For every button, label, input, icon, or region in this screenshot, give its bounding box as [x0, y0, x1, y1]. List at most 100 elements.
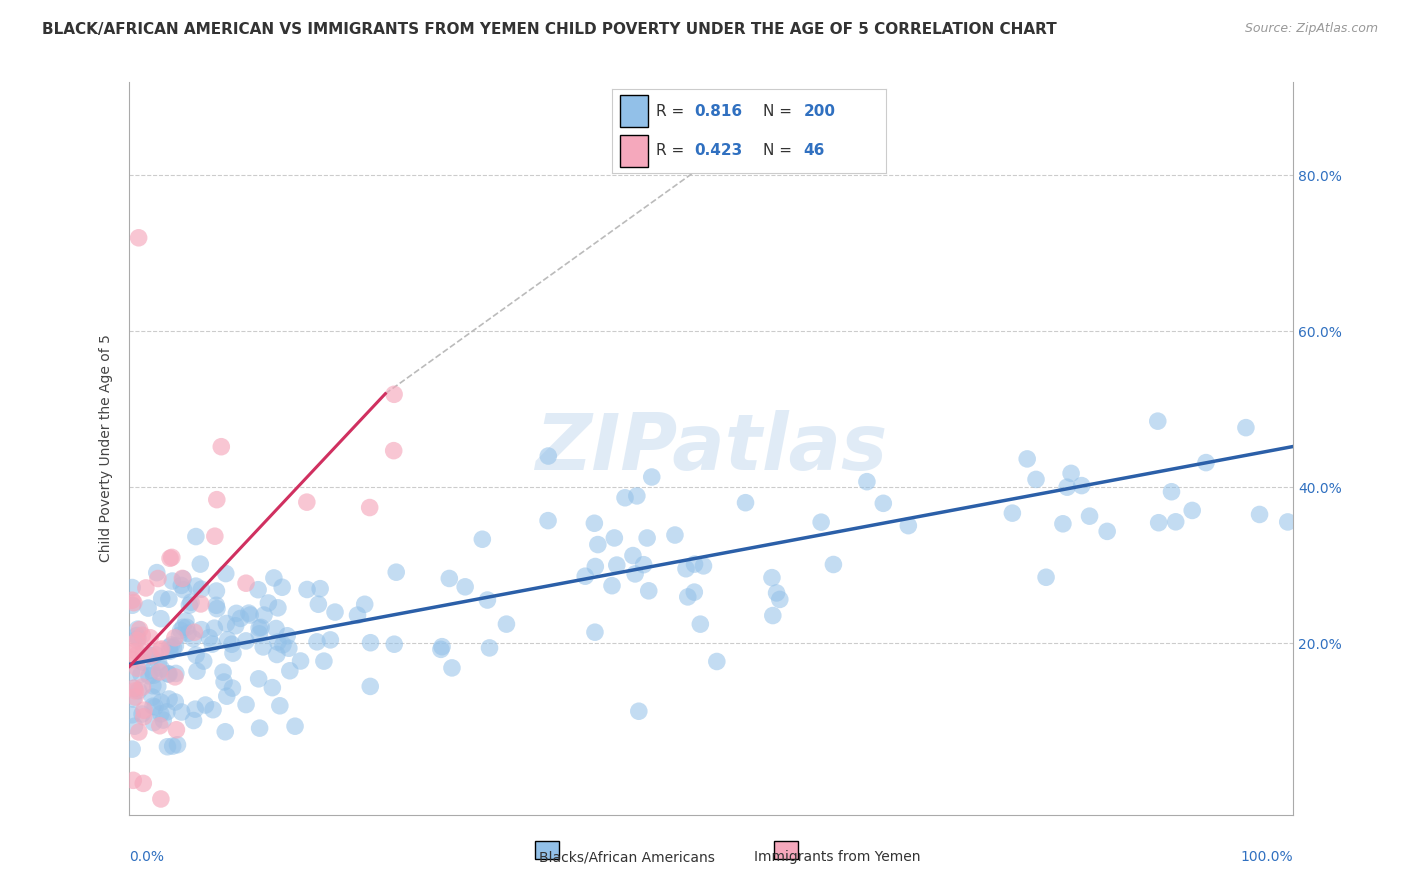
Point: [157, 667, 180, 681]
Text: Blacks/African Americans: Blacks/African Americans: [538, 850, 714, 864]
Point: [202, 703, 225, 717]
Point: [225, 619, 247, 633]
Point: [305, 635, 328, 649]
Point: [163, 631, 186, 645]
Point: [1035, 570, 1057, 584]
Point: [166, 738, 188, 752]
Point: [477, 593, 499, 607]
Point: [157, 692, 180, 706]
Point: [127, 622, 149, 636]
Point: [359, 500, 381, 515]
Point: [150, 695, 173, 709]
Point: [382, 443, 405, 458]
Point: [186, 664, 208, 678]
Point: [1060, 467, 1083, 481]
Point: [121, 652, 143, 666]
Point: [382, 387, 405, 401]
Point: [150, 641, 173, 656]
Point: [897, 518, 920, 533]
Point: [614, 491, 637, 505]
Point: [214, 724, 236, 739]
Point: [1001, 506, 1024, 520]
Point: [290, 654, 312, 668]
Point: [262, 681, 284, 695]
Point: [121, 593, 143, 607]
Point: [856, 475, 879, 489]
Point: [247, 627, 270, 641]
Point: [266, 648, 288, 662]
Point: [307, 597, 329, 611]
Point: [184, 648, 207, 662]
Point: [148, 655, 170, 669]
Point: [1095, 524, 1118, 539]
Point: [221, 681, 243, 695]
Point: [583, 559, 606, 574]
Point: [121, 742, 143, 756]
Point: [135, 581, 157, 595]
Point: [626, 489, 648, 503]
Point: [430, 642, 453, 657]
Point: [385, 565, 408, 579]
Point: [600, 579, 623, 593]
Point: [146, 680, 169, 694]
Point: [132, 645, 155, 659]
Point: [162, 574, 184, 588]
Point: [146, 566, 169, 580]
Point: [142, 668, 165, 682]
Point: [121, 707, 143, 722]
Point: [131, 706, 153, 721]
Point: [131, 680, 153, 694]
Point: [205, 584, 228, 599]
Point: [163, 670, 186, 684]
Point: [215, 566, 238, 581]
Point: [1146, 414, 1168, 428]
Point: [194, 698, 217, 712]
Point: [1070, 478, 1092, 492]
Point: [209, 440, 232, 454]
Point: [159, 644, 181, 658]
Point: [1160, 484, 1182, 499]
Point: [263, 571, 285, 585]
Point: [138, 648, 160, 662]
Point: [132, 710, 155, 724]
Point: [276, 629, 298, 643]
Point: [247, 582, 270, 597]
Point: [692, 558, 714, 573]
Point: [142, 715, 165, 730]
Point: [583, 625, 606, 640]
Point: [346, 608, 368, 623]
Point: [537, 514, 560, 528]
Point: [132, 655, 155, 669]
Point: [165, 723, 187, 737]
Point: [621, 549, 644, 563]
Point: [124, 683, 146, 698]
Point: [128, 683, 150, 698]
Point: [128, 231, 150, 245]
Point: [149, 792, 172, 806]
Point: [190, 597, 212, 611]
Point: [1249, 508, 1271, 522]
Y-axis label: Child Poverty Under the Age of 5: Child Poverty Under the Age of 5: [100, 334, 114, 562]
Point: [198, 631, 221, 645]
Point: [430, 640, 453, 654]
Point: [689, 617, 711, 632]
Point: [221, 637, 243, 651]
Point: [138, 669, 160, 683]
Point: [183, 714, 205, 728]
Point: [235, 576, 257, 591]
Point: [1017, 451, 1039, 466]
Point: [295, 582, 318, 597]
Text: Source: ZipAtlas.com: Source: ZipAtlas.com: [1244, 22, 1378, 36]
Point: [143, 700, 166, 714]
Point: [636, 531, 658, 545]
Point: [122, 596, 145, 610]
Point: [121, 581, 143, 595]
Point: [125, 633, 148, 648]
Point: [156, 739, 179, 754]
Point: [160, 638, 183, 652]
Point: [269, 698, 291, 713]
Point: [204, 529, 226, 543]
Point: [252, 640, 274, 654]
Point: [143, 648, 166, 662]
Point: [312, 654, 335, 668]
